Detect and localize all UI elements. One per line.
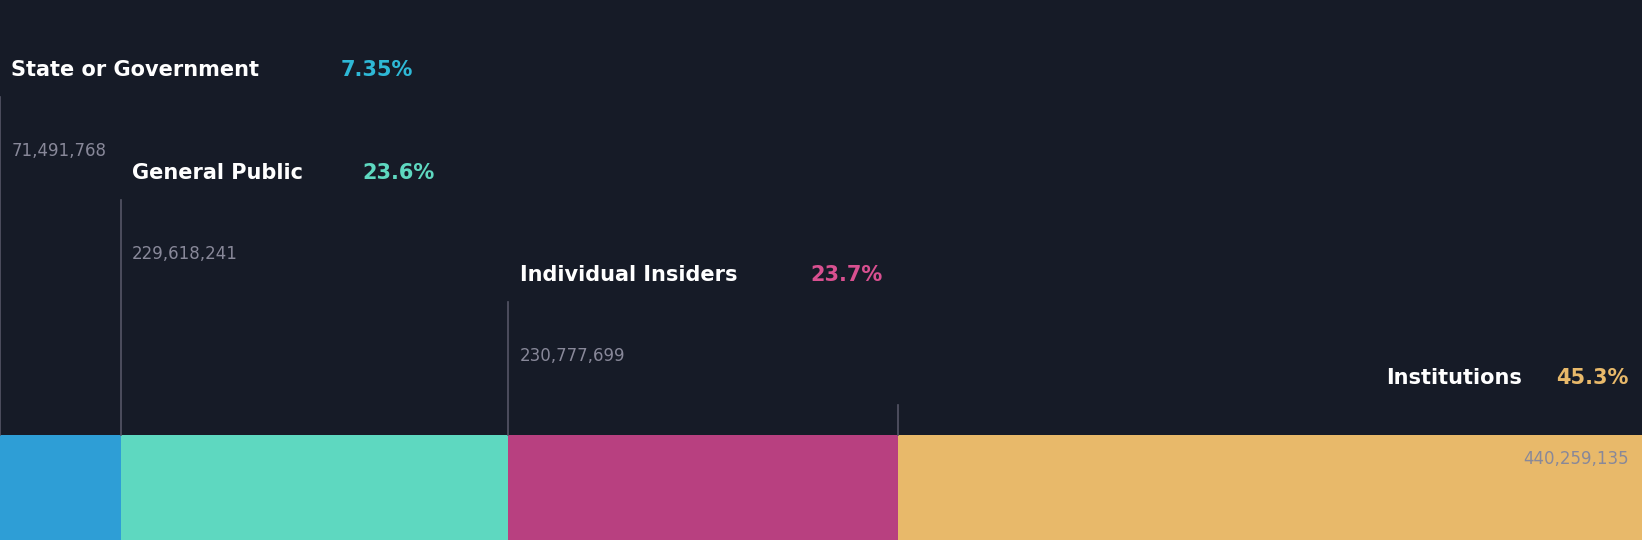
Text: 71,491,768: 71,491,768 <box>11 142 107 160</box>
Text: State or Government: State or Government <box>11 60 266 80</box>
Text: 23.6%: 23.6% <box>363 163 435 183</box>
Text: 23.7%: 23.7% <box>810 265 882 286</box>
Text: Individual Insiders: Individual Insiders <box>521 265 745 286</box>
Bar <box>898 435 1642 540</box>
Text: 440,259,135: 440,259,135 <box>1524 450 1629 468</box>
Text: 230,777,699: 230,777,699 <box>521 347 626 366</box>
Bar <box>0 435 122 540</box>
Bar <box>509 435 898 540</box>
Text: 229,618,241: 229,618,241 <box>133 245 238 263</box>
Text: 7.35%: 7.35% <box>342 60 414 80</box>
Text: Institutions: Institutions <box>1386 368 1522 388</box>
Bar <box>122 435 509 540</box>
Text: General Public: General Public <box>133 163 310 183</box>
Text: 45.3%: 45.3% <box>1557 368 1629 388</box>
